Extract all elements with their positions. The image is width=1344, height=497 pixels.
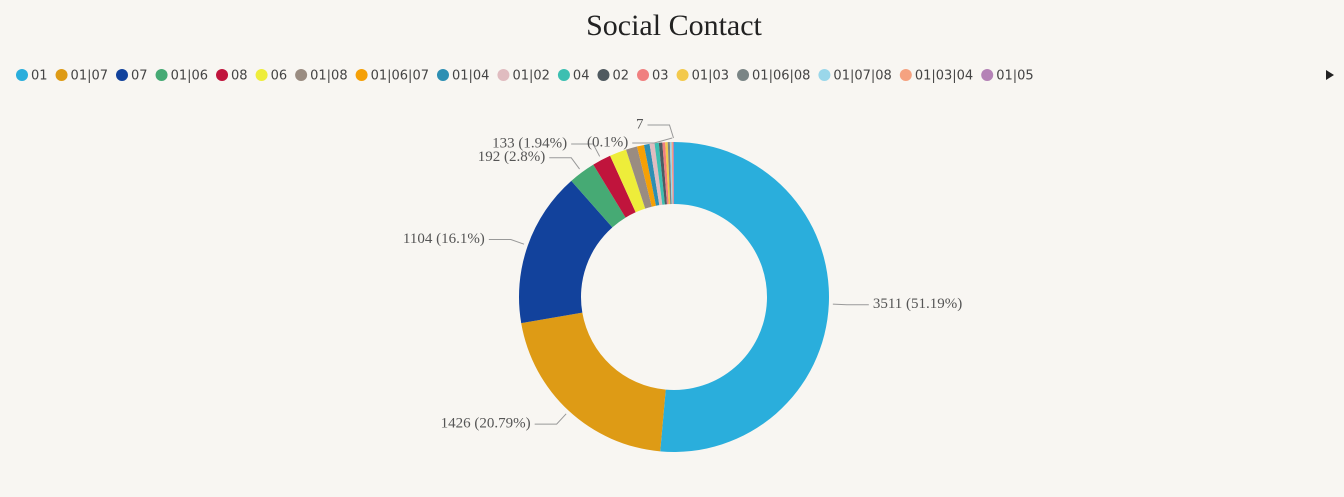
donut-slice [669,142,673,205]
legend-swatch [557,69,570,81]
legend-label: 03 [652,69,669,84]
legend-swatch [216,69,229,81]
legend-label: 01|06|08 [752,69,810,84]
leader-line [571,143,601,157]
donut-slice [519,180,613,324]
leader-line [534,413,567,425]
legend-swatch [295,69,308,81]
legend-label: 08 [231,69,248,84]
legend-label: 01|02 [512,69,549,84]
legend-swatch [55,69,68,81]
legend-label: 01|07 [71,69,108,84]
legend-swatch [981,69,994,81]
legend-swatch [818,69,831,81]
legend-label: 01|05 [996,69,1033,84]
legend-swatch [16,69,28,81]
legend-label: 01|07|08 [833,69,891,84]
donut-slice [610,149,646,213]
legend-swatch [597,69,610,81]
donut-slice [636,144,656,207]
leader-line [832,303,869,306]
legend-swatch [116,69,129,81]
data-label: 133 (1.94%) [492,135,567,151]
legend-label: 01|03|04 [915,69,973,84]
leader-line [647,124,674,139]
donut-slice [643,143,660,206]
data-label: 3511 (51.19%) [873,296,962,312]
donut-slice [662,142,669,205]
legend-swatch [676,69,689,81]
donut-slice [671,142,674,205]
legend-label: 01|08 [310,69,347,84]
donut-slice [654,142,665,205]
donut-slice [571,164,626,228]
donut-slice [593,155,636,218]
donut-slice [521,312,666,452]
legend-swatch [255,69,268,81]
donut-slice [649,143,663,206]
donut-slice [660,142,829,452]
legend-label: 01|03 [692,69,729,84]
data-label: (0.1%) [587,134,628,150]
legend-next-arrow[interactable] [1326,70,1334,80]
donut-slice [665,142,671,205]
leader-line [549,157,580,170]
legend-label: 01 [31,69,48,84]
legend-swatch [637,69,650,81]
chart-title: Social Contact [586,9,762,42]
data-label: 1426 (20.79%) [441,416,531,432]
legend-swatch [155,69,168,81]
legend-label: 02 [612,69,629,84]
legend-swatch [497,69,510,81]
data-label: 7 [636,116,644,132]
legend-label: 04 [573,69,590,84]
donut-slice [626,146,652,209]
legend-swatch [737,69,750,81]
leader-line [632,137,673,144]
data-label: 192 (2.8%) [478,149,546,165]
legend-swatch [899,69,912,81]
legend-swatch [355,69,368,81]
legend-label: 07 [131,69,148,84]
donut-slice [673,142,674,205]
data-label: 1104 (16.1%) [403,231,485,247]
donut-slice [667,142,672,205]
legend-label: 06 [271,69,288,84]
legend-label: 01|06|07 [371,69,429,84]
leader-line [488,239,525,245]
donut-slice [658,142,667,205]
legend-label: 01|04 [452,69,489,84]
legend-label: 01|06 [171,69,208,84]
legend-swatch [436,69,449,81]
